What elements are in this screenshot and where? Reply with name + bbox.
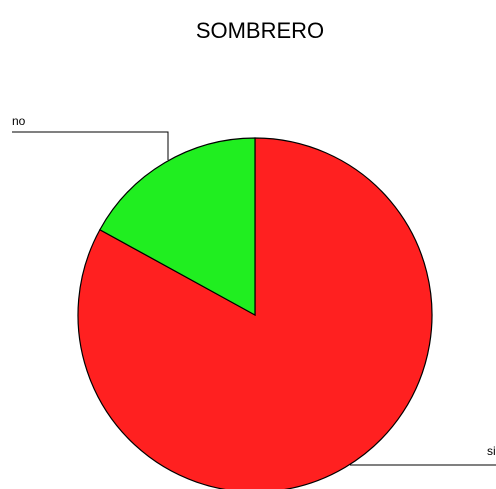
chart-title: SOMBRERO (196, 18, 324, 43)
slice-label: si (487, 444, 496, 458)
pie-slice (77, 137, 433, 489)
pie-slice (99, 137, 256, 317)
slice-label: no (12, 114, 26, 128)
leader-line (12, 131, 169, 160)
